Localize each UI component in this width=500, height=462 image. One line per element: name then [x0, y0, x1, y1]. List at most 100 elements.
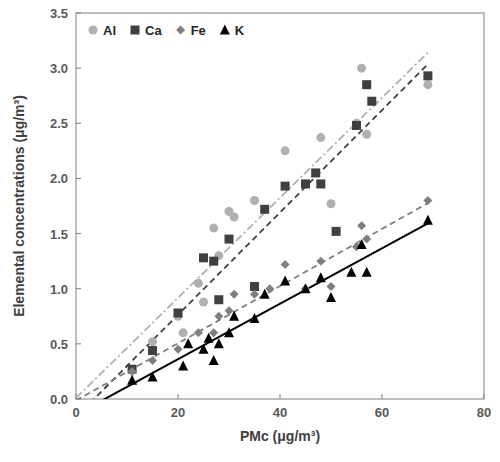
point [214, 338, 224, 348]
point [316, 272, 326, 282]
legend-marker [131, 26, 140, 35]
plot-area [76, 53, 433, 399]
point [327, 282, 336, 291]
point [178, 360, 188, 370]
y-tick [76, 68, 81, 69]
point [148, 356, 157, 365]
point [204, 333, 214, 343]
legend-label: Al [103, 23, 116, 38]
point [362, 235, 371, 244]
y-tick-label: 1.5 [50, 227, 68, 242]
point [301, 283, 311, 293]
point [225, 306, 234, 315]
point [148, 337, 157, 346]
point [183, 338, 193, 348]
point [362, 130, 371, 139]
legend-label: Ca [145, 23, 162, 38]
x-tick [484, 394, 485, 399]
point [316, 257, 325, 266]
point [301, 179, 310, 188]
point [346, 267, 356, 277]
y-tick [76, 343, 81, 344]
point [194, 328, 203, 337]
point [229, 311, 239, 321]
point [362, 80, 371, 89]
legend-marker [176, 26, 185, 35]
y-tick [76, 288, 81, 289]
point [209, 257, 218, 266]
point [281, 146, 290, 155]
point [209, 328, 218, 337]
y-tick-label: 0.0 [50, 392, 68, 407]
point [250, 196, 259, 205]
point [423, 196, 432, 205]
trend-line [76, 64, 428, 399]
point [199, 344, 209, 354]
point [214, 312, 223, 321]
chart: 0204060800.00.51.01.52.02.53.03.5PMc (μg… [0, 0, 500, 462]
point [352, 121, 361, 130]
point [367, 97, 376, 106]
point [127, 375, 137, 385]
x-tick [382, 394, 383, 399]
point [128, 367, 137, 376]
x-tick-label: 0 [72, 405, 79, 420]
x-tick-label: 60 [375, 405, 389, 420]
y-tick-label: 2.0 [50, 171, 68, 186]
trend-line [76, 203, 428, 399]
y-tick-label: 0.5 [50, 337, 68, 352]
point [250, 290, 259, 299]
point [316, 133, 325, 142]
legend-marker [89, 26, 98, 35]
legend-marker [220, 25, 230, 35]
point [250, 313, 260, 323]
point [281, 182, 290, 191]
point [148, 346, 157, 355]
point [357, 64, 366, 73]
legend: Al Ca Fe K [89, 23, 245, 38]
point [179, 328, 188, 337]
point [423, 80, 432, 89]
y-tick-label: 3.5 [50, 6, 68, 21]
y-tick [76, 123, 81, 124]
trend-line [76, 53, 428, 398]
point [174, 308, 183, 317]
point [316, 179, 325, 188]
plot-frame [76, 13, 484, 399]
x-tick-label: 40 [273, 405, 287, 420]
point [199, 253, 208, 262]
x-axis-label: PMc (μg/m³) [240, 428, 320, 444]
point [250, 282, 259, 291]
y-tick [76, 13, 81, 14]
point [301, 179, 310, 188]
point [209, 355, 219, 365]
point [230, 290, 239, 299]
x-tick [178, 394, 179, 399]
point [281, 260, 290, 269]
x-tick-label: 80 [477, 405, 491, 420]
point [225, 235, 234, 244]
x-tick-label: 20 [171, 405, 185, 420]
y-tick [76, 178, 81, 179]
trend-line [76, 223, 428, 399]
point [327, 199, 336, 208]
point [357, 239, 367, 249]
legend-label: K [235, 23, 245, 38]
point [224, 327, 234, 337]
point [194, 279, 203, 288]
point [260, 205, 269, 214]
x-tick [280, 394, 281, 399]
y-tick-label: 2.5 [50, 116, 68, 131]
point [280, 275, 290, 285]
point [174, 345, 183, 354]
point [301, 284, 310, 293]
point [260, 289, 270, 299]
point [214, 295, 223, 304]
y-tick-label: 3.0 [50, 61, 68, 76]
point [326, 292, 336, 302]
point [199, 297, 208, 306]
point [423, 71, 432, 80]
point [357, 221, 366, 230]
point [209, 224, 218, 233]
legend-label: Fe [191, 23, 206, 38]
